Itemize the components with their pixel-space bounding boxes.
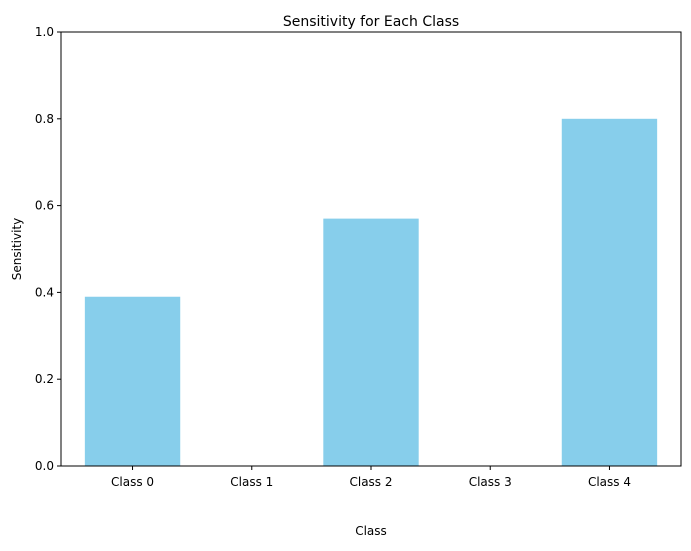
bar-class-4 [561, 118, 658, 467]
x-tick-label: Class 0 [111, 475, 154, 489]
y-tick-label: 0.0 [35, 459, 54, 473]
chart-title: Sensitivity for Each Class [283, 14, 459, 30]
y-tick-label: 0.6 [35, 199, 54, 213]
y-tick-label: 0.2 [35, 372, 54, 386]
y-axis-label: Sensitivity [10, 218, 24, 280]
bar-class-0 [84, 296, 181, 466]
bars-group [84, 118, 658, 467]
bar-class-2 [323, 218, 419, 466]
x-tick-label: Class 1 [230, 475, 273, 489]
x-tick-label: Class 3 [469, 475, 512, 489]
x-tick-label: Class 4 [588, 475, 631, 489]
x-axis-label: Class [355, 524, 387, 538]
y-tick-label: 0.8 [35, 112, 54, 126]
y-axis-ticks: 0.0 0.2 0.4 0.6 0.8 1.0 [35, 25, 61, 473]
x-tick-label: Class 2 [349, 475, 392, 489]
x-axis-ticks: Class 0 Class 1 Class 2 Class 3 Class 4 [111, 466, 631, 489]
y-tick-label: 0.4 [35, 285, 54, 299]
y-tick-label: 1.0 [35, 25, 54, 39]
